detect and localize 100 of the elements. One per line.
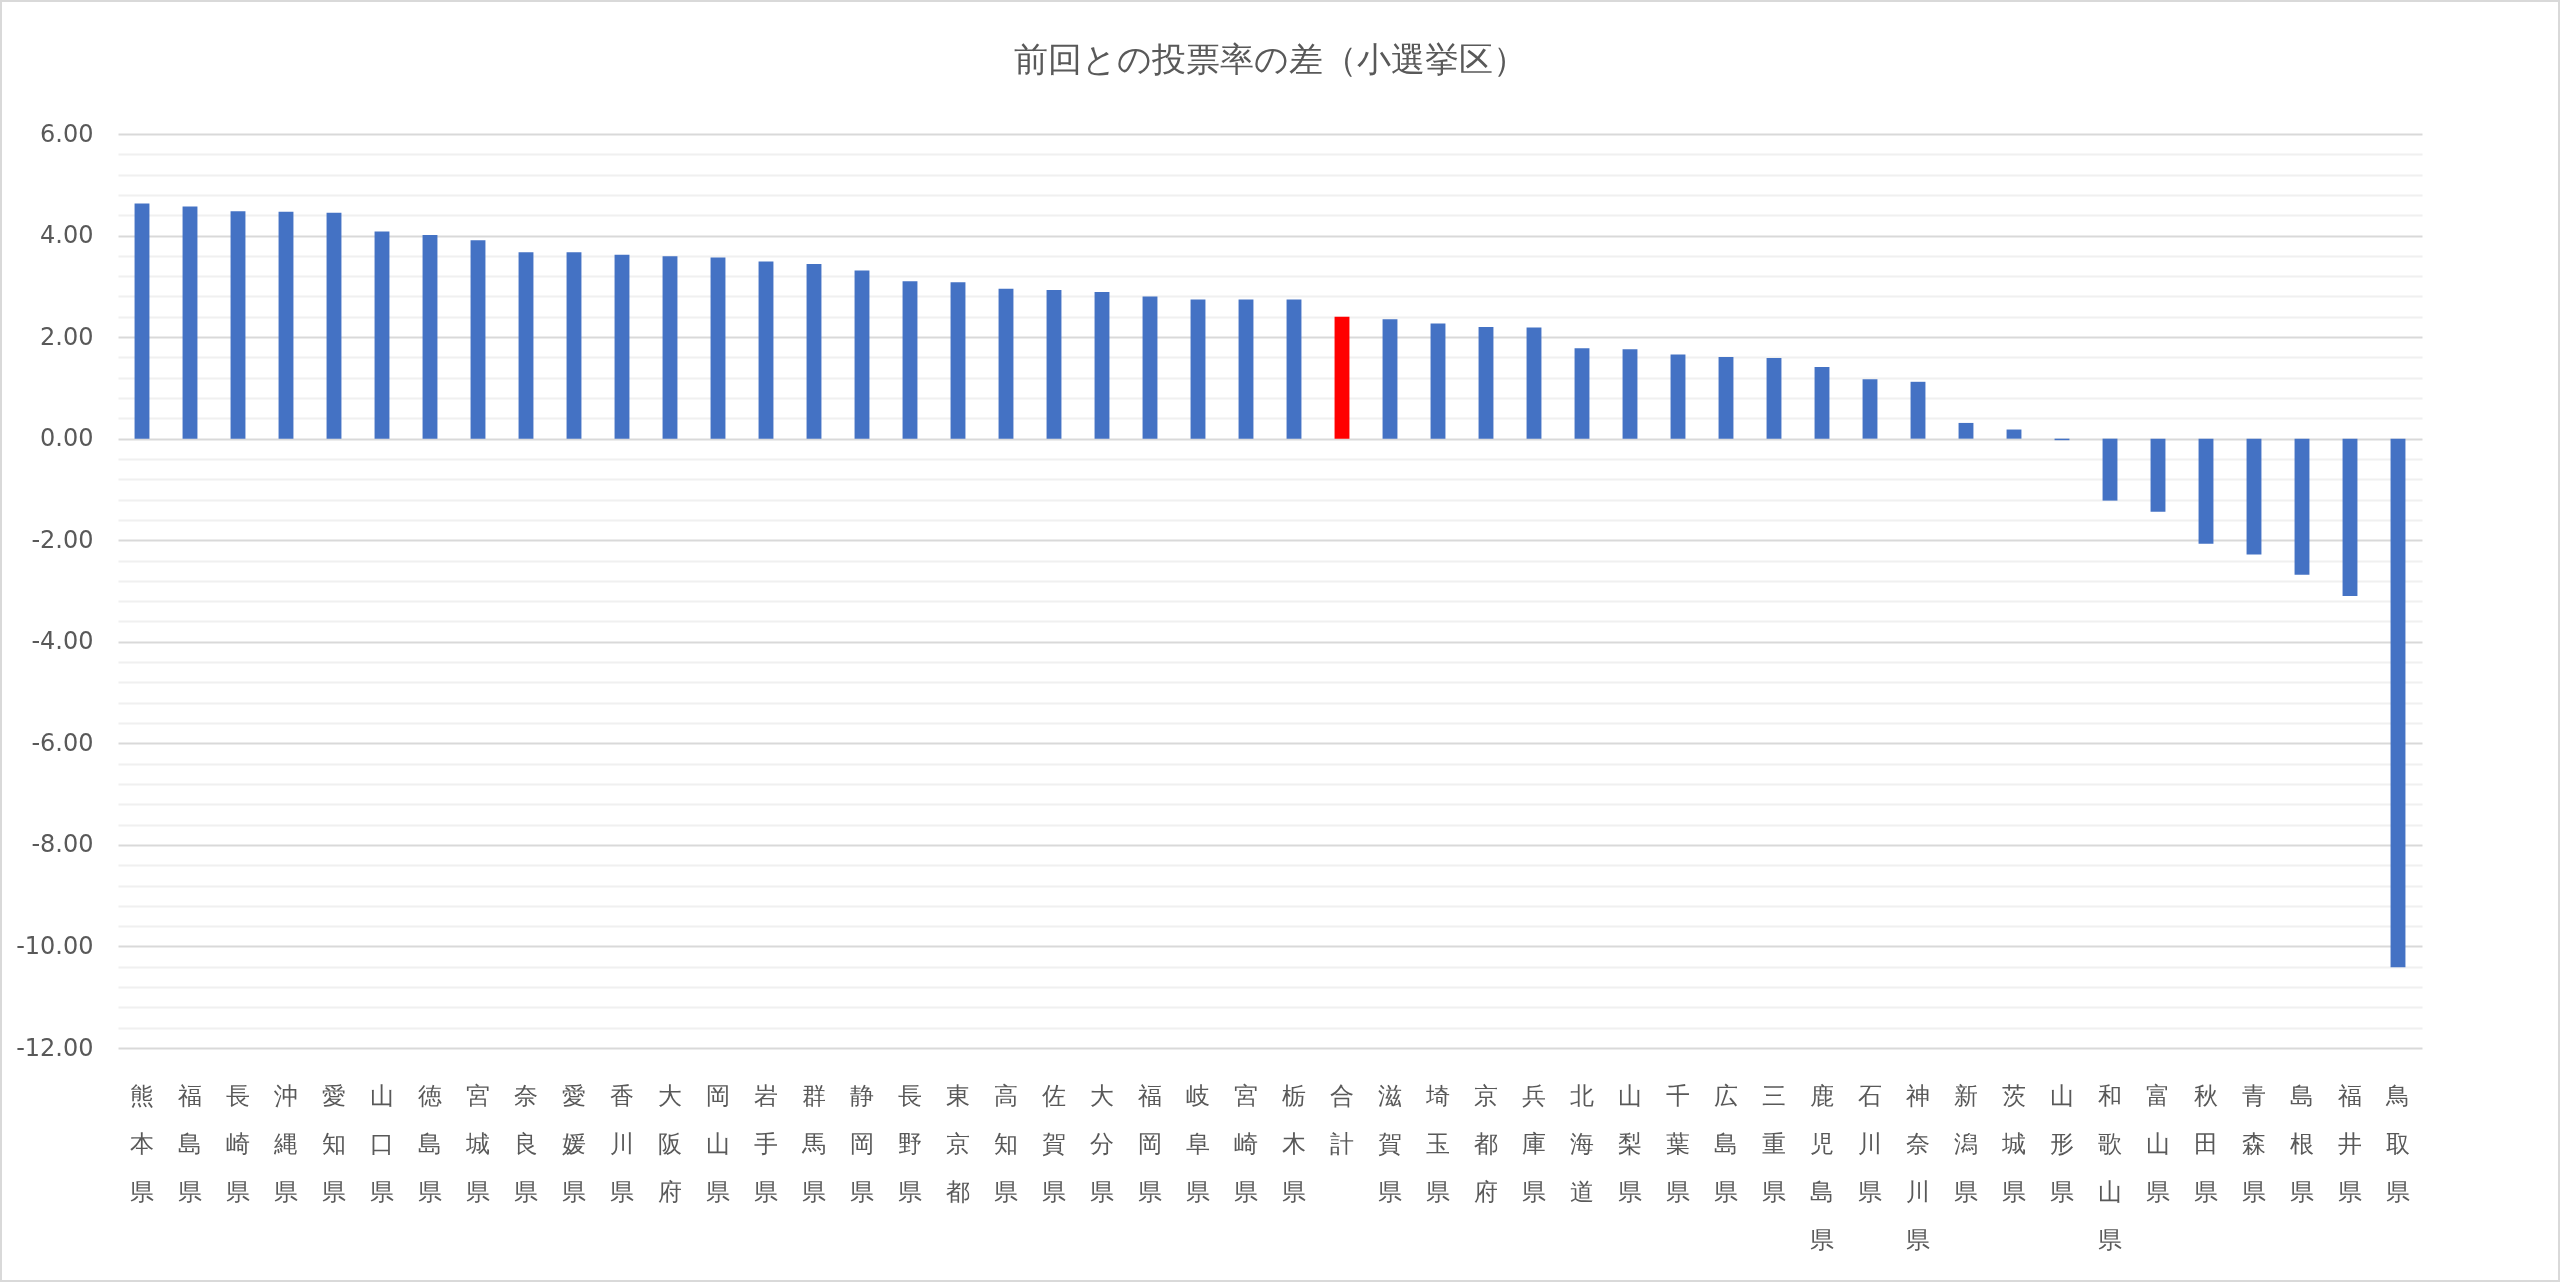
x-tick-label: 愛媛県 — [562, 1081, 586, 1206]
x-tick-label: 秋田県 — [2194, 1081, 2218, 1206]
bar — [2150, 438, 2166, 512]
x-tick-label: 島根県 — [2290, 1081, 2314, 1206]
bar — [2246, 438, 2262, 555]
x-tick-label: 三重県 — [1762, 1081, 1786, 1206]
x-tick-label: 高知県 — [994, 1081, 1018, 1206]
x-tick-label: 山形県 — [2050, 1081, 2074, 1206]
bar — [1862, 379, 1878, 439]
bar — [806, 263, 822, 439]
bar — [2006, 429, 2022, 439]
x-tick-label: 長野県 — [898, 1081, 922, 1206]
x-tick-label: 兵庫県 — [1522, 1081, 1546, 1206]
x-tick-label: 長崎県 — [226, 1081, 250, 1206]
x-tick-label: 鳥取県 — [2385, 1081, 2410, 1206]
bar — [1478, 326, 1494, 439]
x-tick-label: 神奈川県 — [1906, 1081, 1930, 1254]
bar — [1238, 299, 1254, 439]
x-tick-label: 愛知県 — [322, 1081, 346, 1206]
bar — [1046, 289, 1062, 439]
bar — [1670, 354, 1686, 439]
bar — [1430, 323, 1446, 439]
x-tick-label: 岐阜県 — [1186, 1081, 1210, 1206]
x-tick-label: 和歌山県 — [2098, 1081, 2122, 1254]
bar — [1910, 381, 1926, 439]
bar — [758, 261, 774, 439]
bar — [2102, 438, 2118, 501]
y-tick-label: 2.00 — [40, 322, 94, 351]
x-tick-label: 北海道 — [1570, 1081, 1594, 1206]
x-tick-label: 東京都 — [946, 1081, 970, 1206]
bar — [470, 240, 486, 439]
bar — [422, 235, 438, 439]
y-tick-label: -8.00 — [31, 830, 94, 859]
x-tick-label: 大阪府 — [658, 1081, 682, 1206]
bar — [1718, 356, 1734, 439]
x-tick-label: 山梨県 — [1618, 1081, 1642, 1206]
x-tick-label: 岩手県 — [754, 1081, 778, 1206]
x-tick-label: 千葉県 — [1666, 1081, 1690, 1206]
bar — [614, 254, 630, 439]
bar — [182, 206, 198, 439]
bar — [1190, 299, 1206, 439]
y-tick-label: -2.00 — [31, 525, 94, 554]
x-tick-label: 福井県 — [2338, 1081, 2362, 1206]
x-tick-label: 京都府 — [1474, 1081, 1498, 1206]
bar — [1766, 357, 1782, 439]
x-tick-label: 滋賀県 — [1378, 1081, 1402, 1206]
x-tick-label: 大分県 — [1090, 1081, 1114, 1206]
y-tick-label: -10.00 — [16, 931, 94, 960]
bar — [374, 231, 390, 439]
bar — [1334, 316, 1350, 439]
bar — [230, 211, 246, 439]
y-tick-label: 0.00 — [40, 424, 94, 453]
bar — [326, 212, 342, 439]
x-tick-label: 山口県 — [370, 1081, 394, 1206]
x-tick-label: 鹿児島県 — [1810, 1081, 1834, 1254]
x-tick-label: 香川県 — [610, 1081, 634, 1206]
bar — [902, 281, 918, 439]
y-tick-label: 4.00 — [40, 221, 94, 250]
bar — [854, 270, 870, 439]
x-tick-label: 埼玉県 — [1425, 1081, 1450, 1206]
bar — [2390, 438, 2406, 968]
bar — [1094, 291, 1110, 439]
x-tick-label: 茨城県 — [2001, 1081, 2026, 1206]
bar — [1574, 348, 1590, 439]
bar — [2294, 438, 2310, 575]
x-tick-label: 佐賀県 — [1042, 1081, 1066, 1206]
x-tick-label: 栃木県 — [1282, 1081, 1306, 1206]
bar — [1142, 296, 1158, 439]
x-tick-label: 広島県 — [1714, 1081, 1738, 1206]
x-tick-label: 宮城県 — [465, 1081, 490, 1206]
bar — [1814, 367, 1830, 439]
x-tick-label: 群馬県 — [801, 1081, 826, 1206]
bar — [278, 211, 294, 439]
bar — [1958, 422, 1974, 439]
bar — [518, 252, 534, 439]
x-tick-label: 石川県 — [1858, 1081, 1882, 1206]
y-tick-label: -12.00 — [16, 1033, 94, 1062]
bar — [1526, 327, 1542, 439]
x-tick-label: 熊本県 — [130, 1081, 154, 1206]
x-tick-label: 沖縄県 — [273, 1081, 298, 1206]
bar — [710, 257, 726, 439]
bar — [662, 256, 678, 439]
bar — [1622, 349, 1638, 439]
x-tick-label: 福岡県 — [1138, 1081, 1162, 1206]
bar — [950, 282, 966, 439]
y-tick-label: -6.00 — [31, 728, 94, 757]
x-tick-label: 奈良県 — [514, 1081, 538, 1206]
y-tick-label: 6.00 — [40, 119, 94, 148]
x-tick-label: 徳島県 — [418, 1081, 442, 1206]
y-tick-label: -4.00 — [31, 627, 94, 656]
x-tick-label: 岡山県 — [706, 1081, 730, 1206]
bar — [566, 252, 582, 439]
bar — [998, 288, 1014, 439]
x-tick-label: 宮崎県 — [1234, 1081, 1258, 1206]
x-tick-label: 静岡県 — [850, 1081, 874, 1206]
x-tick-label: 新潟県 — [1954, 1081, 1978, 1206]
bar — [2342, 438, 2358, 597]
x-tick-label: 富山県 — [2146, 1081, 2170, 1206]
bar — [2198, 438, 2214, 544]
x-tick-label: 福島県 — [178, 1081, 202, 1206]
